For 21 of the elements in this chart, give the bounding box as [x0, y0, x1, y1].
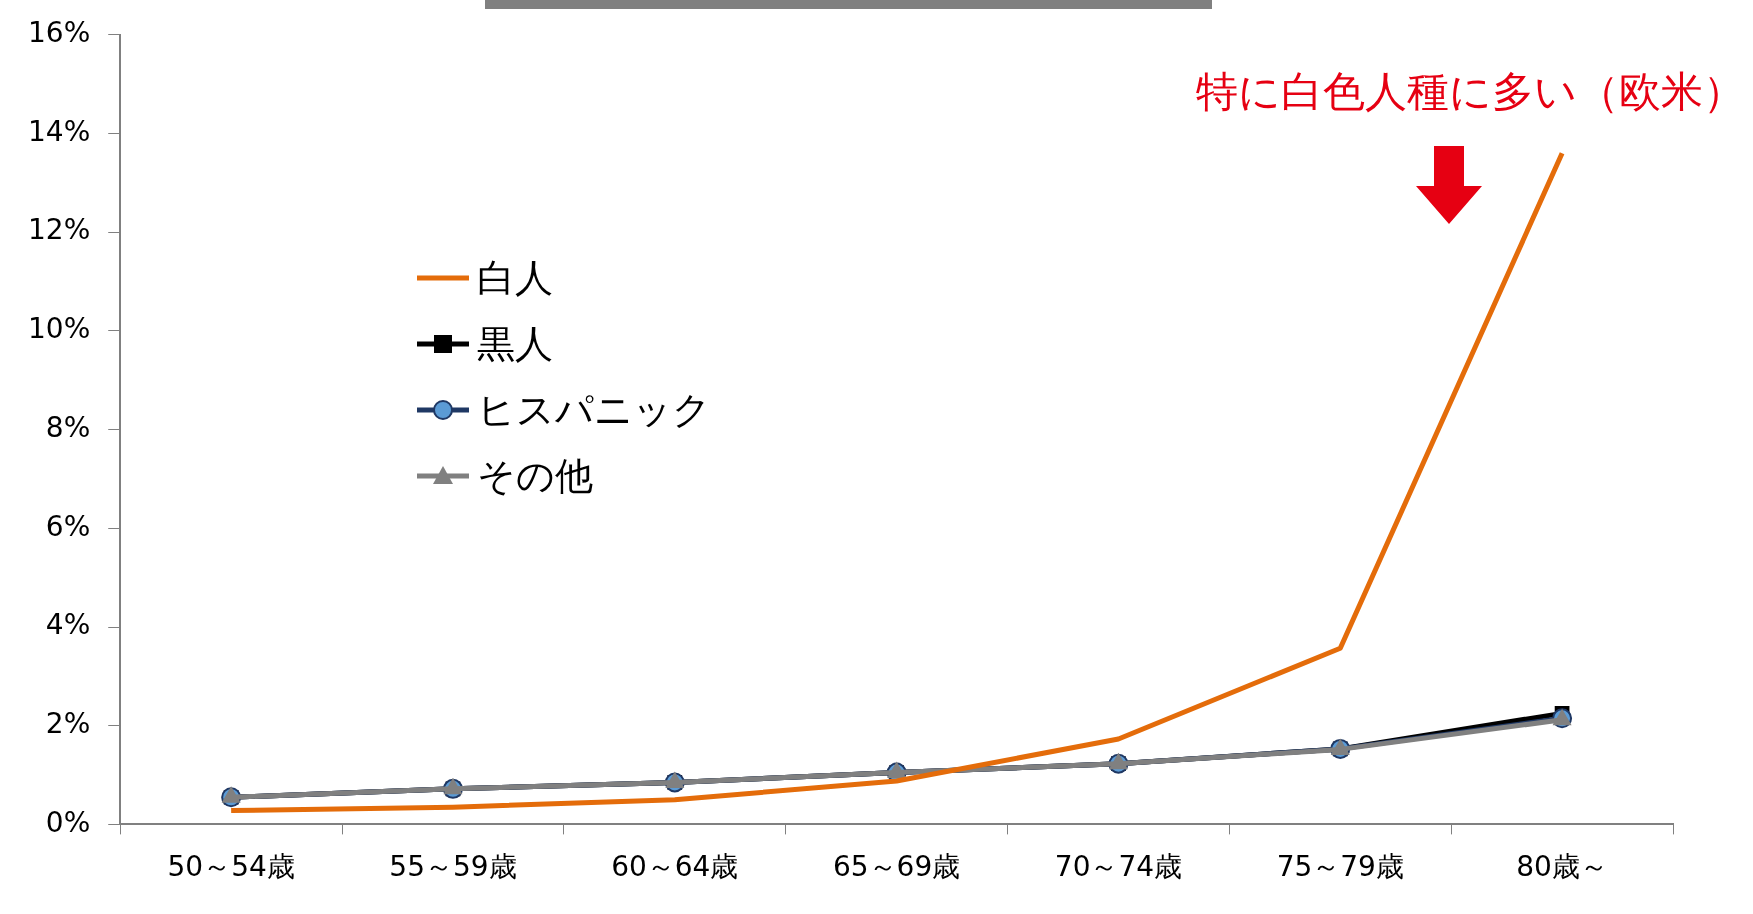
- y-tick-label: 10%: [28, 312, 91, 346]
- x-tick-label: 55～59歳: [389, 850, 517, 884]
- y-tick-label: 14%: [28, 114, 91, 148]
- legend-label: ヒスパニック: [477, 386, 711, 434]
- y-tick-label: 16%: [28, 16, 91, 50]
- y-tick-label: 0%: [45, 805, 91, 839]
- x-tick-label: 80歳～: [1516, 850, 1608, 884]
- y-tick-label: 4%: [45, 608, 91, 642]
- x-tick-label: 50～54歳: [167, 850, 295, 884]
- x-tick-label: 60～64歳: [611, 850, 739, 884]
- legend-label: 白人: [477, 254, 553, 302]
- legend-label: 黒人: [477, 320, 553, 368]
- y-tick-label: 8%: [45, 410, 91, 444]
- annotation: 特に白色人種に多い（欧米）: [1196, 66, 1745, 118]
- x-tick-label: 65～69歳: [832, 850, 961, 884]
- x-tick-label: 75～79歳: [1276, 850, 1404, 884]
- y-tick-label: 12%: [28, 213, 91, 247]
- y-tick-label: 6%: [45, 509, 91, 543]
- x-tick-label: 70～74歳: [1054, 850, 1183, 884]
- legend-label: その他: [477, 452, 593, 500]
- y-tick-label: 2%: [45, 706, 91, 740]
